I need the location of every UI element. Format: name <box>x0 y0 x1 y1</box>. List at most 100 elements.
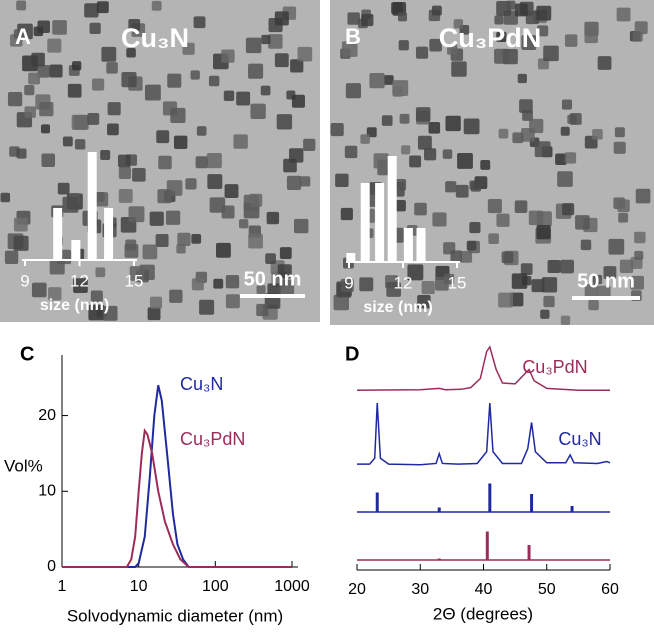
particle <box>107 102 121 116</box>
particle <box>634 21 648 35</box>
particle <box>383 75 394 85</box>
particle <box>564 34 578 47</box>
particle <box>494 15 504 25</box>
particle <box>191 233 202 244</box>
particle <box>614 127 625 138</box>
particle <box>632 31 643 42</box>
particle <box>564 152 577 164</box>
x-tick-label: 15 <box>448 273 467 292</box>
particle <box>276 114 293 130</box>
particle <box>521 35 537 50</box>
particle <box>28 72 41 85</box>
particle <box>173 135 188 150</box>
particle <box>39 101 54 117</box>
particle <box>289 148 304 163</box>
particle <box>347 12 360 25</box>
particle <box>87 113 100 125</box>
panel-label: D <box>345 343 359 365</box>
particle <box>543 45 559 62</box>
particle <box>223 90 235 102</box>
particle <box>37 20 50 33</box>
particle <box>7 91 23 107</box>
particle <box>453 19 464 29</box>
particle <box>206 152 222 169</box>
particle <box>501 251 514 264</box>
particle <box>496 31 507 43</box>
particle <box>445 115 461 132</box>
particle <box>560 259 574 274</box>
particle <box>89 22 101 34</box>
x-tick-label: 50 <box>538 581 556 598</box>
particle <box>534 141 551 158</box>
particle <box>397 12 408 22</box>
particle <box>528 210 544 226</box>
particle <box>431 5 442 16</box>
particle <box>417 135 432 150</box>
particle <box>126 47 136 58</box>
particle <box>519 99 533 113</box>
particle <box>73 278 88 293</box>
particle <box>417 294 431 309</box>
particle <box>560 315 571 325</box>
particle <box>466 240 477 251</box>
particle <box>541 277 558 293</box>
particle <box>149 296 163 309</box>
particle <box>233 134 248 149</box>
data-line <box>62 428 292 568</box>
particle <box>117 154 131 168</box>
series-label: Cu₃N <box>558 429 601 449</box>
particle <box>256 285 266 295</box>
particle <box>274 11 289 26</box>
scale-bar-label: 50 nm <box>577 270 635 292</box>
particle <box>221 49 235 63</box>
x-tick-label: 60 <box>601 581 619 598</box>
particle <box>208 75 220 87</box>
x-tick-label: 9 <box>344 273 353 292</box>
particle <box>24 85 35 96</box>
particle <box>128 18 141 31</box>
particle <box>635 188 651 204</box>
particle <box>540 309 550 319</box>
particle <box>193 16 206 29</box>
particle <box>176 244 186 254</box>
y-axis-label: Vol% <box>4 456 43 475</box>
particle <box>617 199 630 213</box>
particle <box>399 113 410 124</box>
particle <box>451 61 467 77</box>
particle <box>487 199 502 214</box>
particle <box>536 225 551 240</box>
particle <box>49 64 63 78</box>
particle <box>72 61 82 71</box>
x-tick-label: 12 <box>70 271 89 290</box>
particle <box>248 63 264 79</box>
particle <box>142 244 158 260</box>
particle <box>100 150 111 161</box>
particle <box>13 235 29 251</box>
particle <box>394 199 406 212</box>
particle <box>562 203 575 216</box>
particle <box>514 3 528 17</box>
particle <box>421 280 435 295</box>
particle <box>392 1 407 16</box>
particle <box>62 196 79 213</box>
particle <box>340 278 354 293</box>
particle <box>279 279 295 295</box>
particle <box>245 37 262 54</box>
particle <box>191 278 204 291</box>
x-tick-label: 40 <box>475 581 493 598</box>
particle <box>236 91 251 106</box>
histogram-bar <box>360 183 370 262</box>
particle <box>634 231 646 244</box>
x-tick-label: 12 <box>394 273 413 292</box>
x-axis-label: 2Θ (degrees) <box>433 604 533 623</box>
particle <box>547 260 561 274</box>
particle <box>407 264 424 281</box>
particle <box>118 166 132 179</box>
particle <box>209 197 226 213</box>
particle <box>498 128 509 139</box>
particle <box>190 70 200 80</box>
particle <box>603 266 617 280</box>
histogram-bar <box>104 208 114 260</box>
particle <box>447 44 458 55</box>
histogram-bar <box>416 228 426 262</box>
